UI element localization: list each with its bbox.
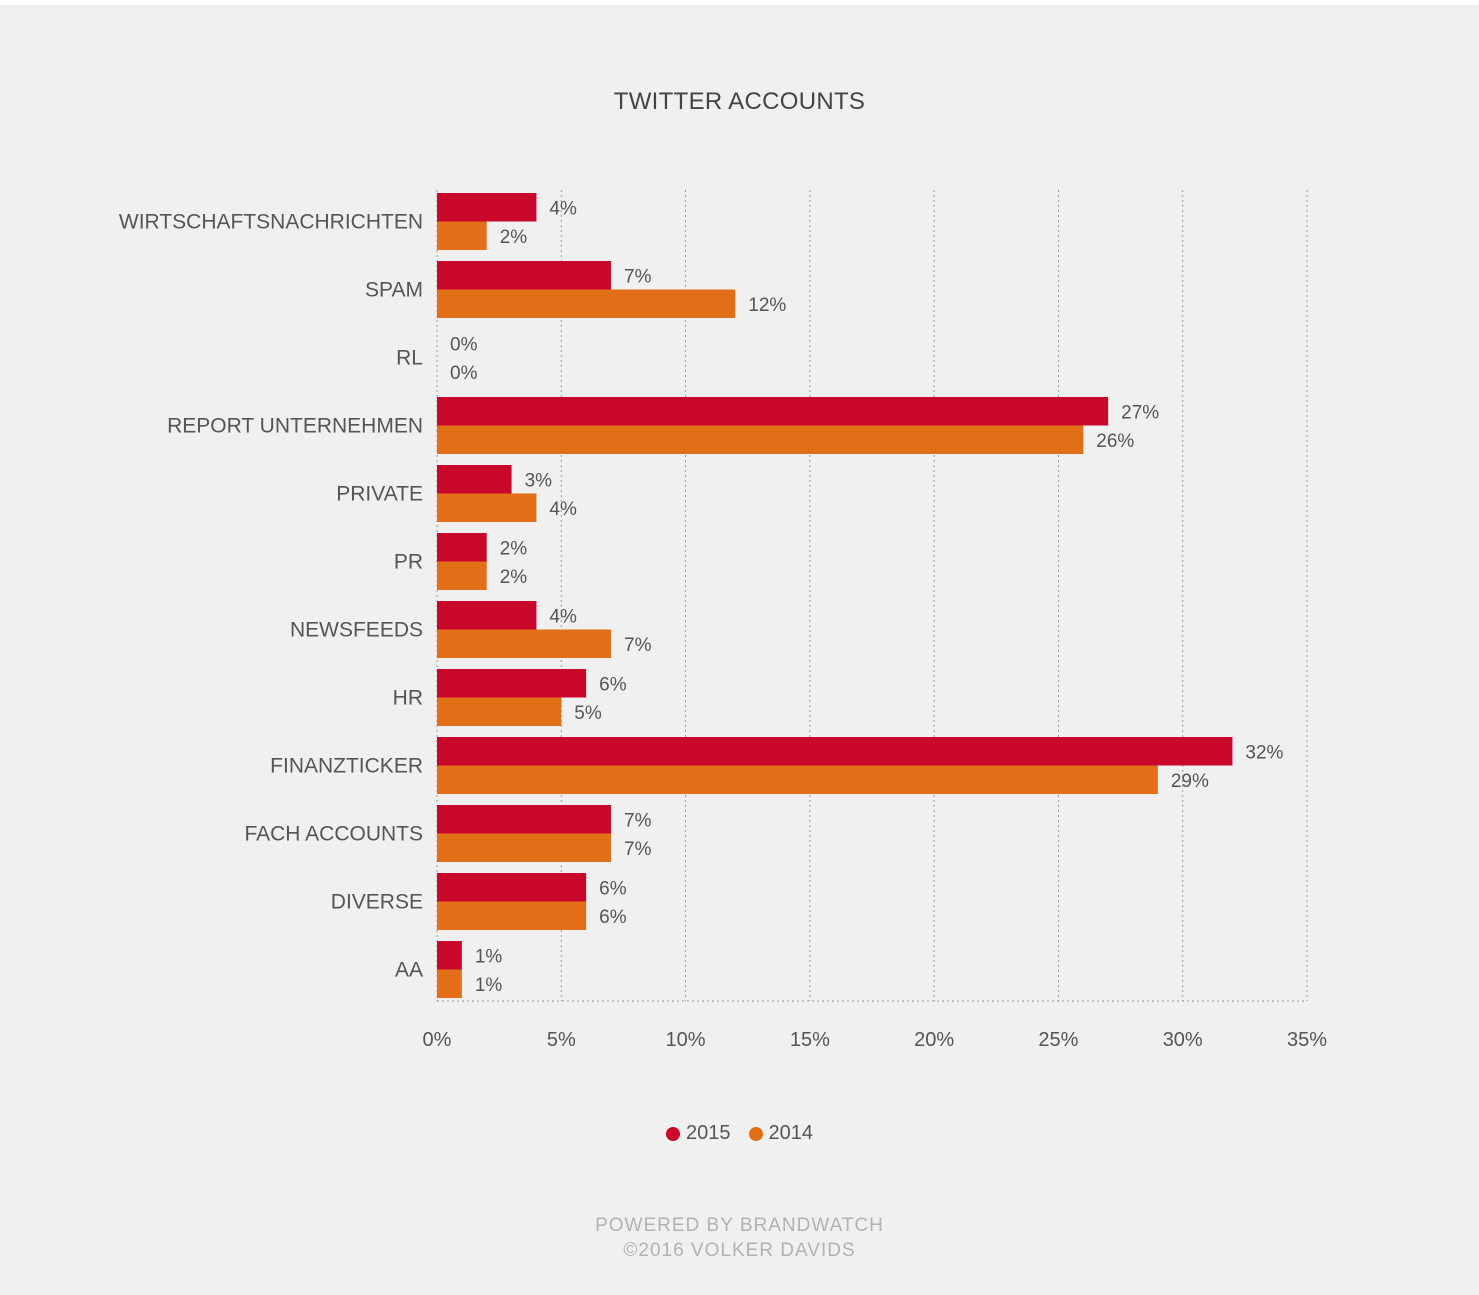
bar-2014	[437, 901, 587, 930]
bar-2015	[437, 193, 537, 222]
category-label: FINANZTICKER	[270, 755, 423, 778]
bar-2015	[437, 397, 1109, 426]
bar-2015	[437, 261, 611, 290]
category-label: AA	[395, 959, 423, 982]
bar-2015	[437, 873, 587, 902]
x-tick-label: 30%	[1163, 1029, 1203, 1051]
chart-title: TWITTER ACCOUNTS	[613, 88, 866, 115]
data-label-2014: 4%	[549, 499, 577, 520]
bar-2014	[437, 765, 1158, 794]
data-label-2015: 7%	[624, 266, 652, 287]
bar-2015	[437, 533, 487, 562]
legend-item-2015: 2015	[666, 1122, 731, 1145]
data-label-2014: 5%	[574, 703, 602, 724]
data-label-2015: 6%	[599, 674, 627, 695]
data-label-2015: 1%	[475, 946, 503, 967]
chart-background	[0, 5, 1479, 1295]
footer: POWERED BY BRANDWATCH ©2016 VOLKER DAVID…	[0, 1213, 1479, 1263]
legend-label-2015: 2015	[686, 1122, 731, 1144]
bar-2014	[437, 697, 562, 726]
data-label-2014: 6%	[599, 907, 627, 928]
data-label-2015: 6%	[599, 878, 627, 899]
category-label: DIVERSE	[331, 891, 423, 914]
bars	[437, 193, 1233, 998]
category-label: WIRTSCHAFTSNACHRICHTEN	[119, 211, 423, 234]
category-label: HR	[393, 687, 423, 710]
footer-copyright: ©2016 VOLKER DAVIDS	[623, 1240, 856, 1261]
data-label-2014: 29%	[1171, 771, 1209, 792]
data-label-2014: 1%	[475, 975, 503, 996]
data-label-2015: 7%	[624, 810, 652, 831]
data-label-2014: 12%	[748, 295, 786, 316]
legend-item-2014: 2014	[748, 1122, 814, 1145]
bar-2014	[437, 561, 487, 590]
category-label: PR	[394, 551, 423, 574]
bar-2014	[437, 493, 537, 522]
data-label-2014: 2%	[500, 227, 528, 248]
legend-label-2014: 2014	[768, 1122, 814, 1144]
data-label-2015: 27%	[1121, 402, 1159, 423]
category-label: NEWSFEEDS	[290, 619, 423, 642]
x-tick-label: 35%	[1287, 1029, 1327, 1051]
data-label-2015: 4%	[549, 198, 577, 219]
bar-2014	[437, 289, 736, 318]
data-label-2015: 3%	[525, 470, 553, 491]
x-tick-label: 25%	[1038, 1029, 1078, 1051]
x-tick-label: 5%	[547, 1029, 576, 1051]
bar-2015	[437, 669, 587, 698]
category-label: SPAM	[365, 279, 423, 302]
bar-2015	[437, 601, 537, 630]
category-label: REPORT UNTERNEHMEN	[167, 415, 423, 438]
legend: 2015 2014	[0, 1122, 1479, 1145]
data-label-2014: 26%	[1096, 431, 1134, 452]
data-label-2014: 7%	[624, 839, 652, 860]
x-tick-label: 0%	[423, 1029, 452, 1051]
legend-swatch-2015	[666, 1126, 680, 1141]
data-label-2014: 2%	[500, 567, 528, 588]
bar-2015	[437, 941, 462, 970]
category-label: FACH ACCOUNTS	[244, 823, 423, 846]
data-label-2015: 32%	[1245, 742, 1283, 763]
x-tick-label: 10%	[666, 1029, 706, 1051]
data-label-2014: 0%	[450, 363, 478, 384]
bar-2015	[437, 737, 1233, 766]
data-label-2015: 0%	[450, 334, 478, 355]
bar-2015	[437, 805, 611, 834]
footer-credit: POWERED BY BRANDWATCH	[595, 1215, 884, 1236]
category-label: RL	[396, 347, 423, 370]
data-label-2015: 4%	[549, 606, 577, 627]
labels: 0% 5% 10% 15% 20% 25% 30% 35% WIRTSCHAFTSNACHRIC…	[119, 198, 1327, 1051]
bar-2014	[437, 425, 1084, 454]
bar-2014	[437, 629, 611, 658]
bar-2014	[437, 833, 611, 862]
x-tick-label: 15%	[790, 1029, 830, 1051]
data-label-2014: 7%	[624, 635, 652, 656]
bar-2014	[437, 221, 487, 250]
x-tick-label: 20%	[914, 1029, 954, 1051]
legend-swatch-2014	[748, 1126, 763, 1141]
bar-2015	[437, 465, 512, 494]
bar-2014	[437, 969, 462, 998]
gridlines	[436, 190, 1308, 1002]
category-label: PRIVATE	[336, 483, 423, 506]
data-label-2015: 2%	[500, 538, 528, 559]
